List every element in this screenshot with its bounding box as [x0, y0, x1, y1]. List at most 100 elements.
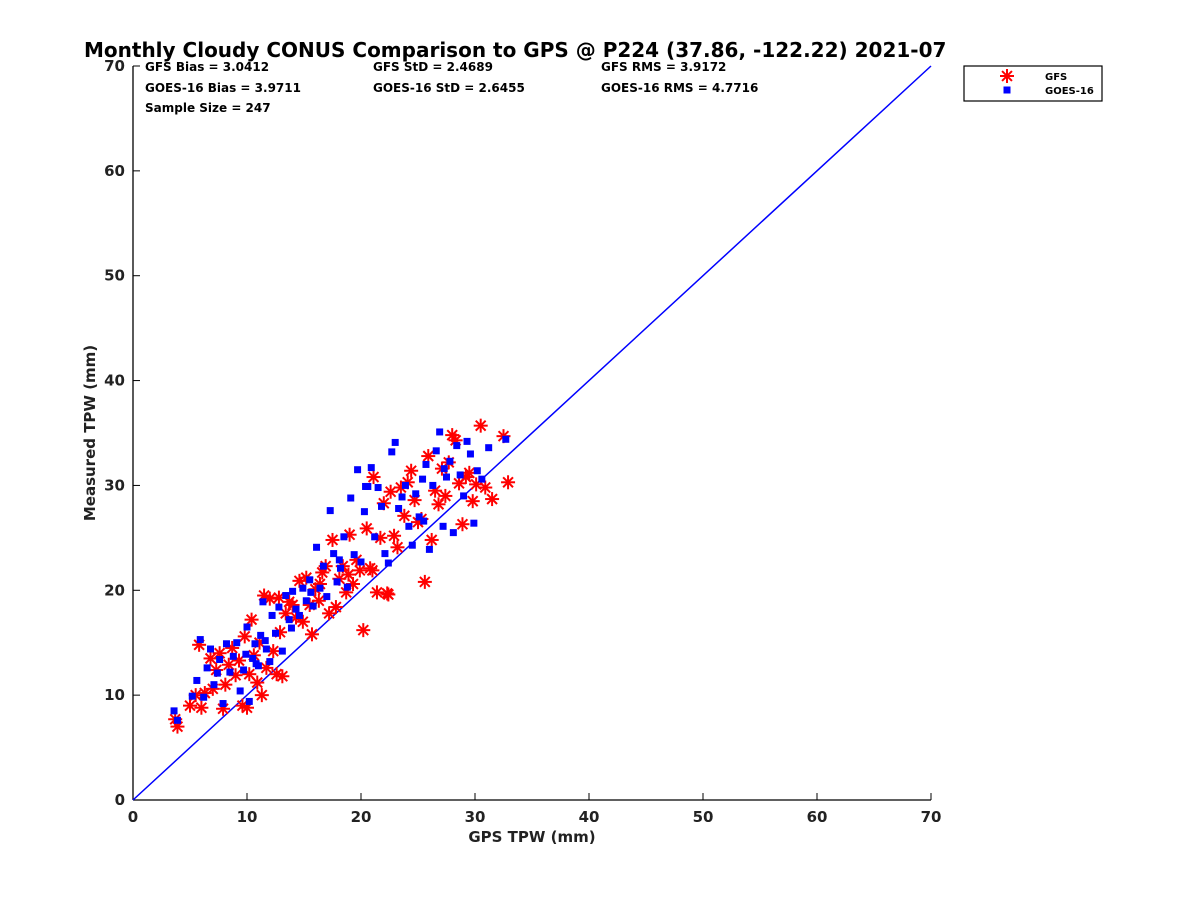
gfs-point — [328, 600, 343, 615]
goes16-point — [466, 450, 474, 458]
goes16-point — [233, 639, 241, 647]
goes16-point — [478, 475, 486, 483]
goes16-point — [213, 669, 221, 677]
legend-box — [963, 65, 1103, 102]
goes16-point — [440, 465, 448, 473]
goes16-point — [330, 550, 338, 558]
goes16-point — [193, 676, 201, 684]
goes16-point — [272, 629, 279, 637]
gfs-point — [275, 669, 290, 684]
goes16-point — [473, 467, 481, 475]
gfs-point — [473, 418, 488, 433]
goes16-point — [401, 481, 409, 489]
y-tick-label: 70 — [104, 57, 125, 75]
goes16-point — [460, 492, 468, 500]
y-axis-label: Measured TPW (mm) — [81, 345, 99, 521]
goes16-point — [287, 624, 295, 632]
goes16-point — [429, 481, 437, 489]
goes16-point — [367, 464, 375, 472]
goes16-point — [323, 593, 331, 601]
gfs-point — [387, 528, 402, 543]
x-axis-label: GPS TPW (mm) — [468, 828, 595, 846]
legend-goes-label: GOES-16 — [1045, 86, 1094, 97]
goes16-point — [415, 513, 423, 521]
goes16-point — [357, 558, 365, 566]
goes16-point — [446, 457, 454, 465]
gfs-point — [390, 540, 405, 555]
gfs-point — [369, 585, 384, 600]
gfs-point — [404, 463, 419, 478]
goes16-point — [336, 564, 344, 572]
goes16-point — [203, 664, 211, 672]
goes16-point — [257, 631, 265, 639]
goes16-point — [485, 444, 493, 452]
goes16-point — [245, 697, 253, 705]
goes16-point — [292, 605, 300, 613]
goes16-point — [268, 611, 276, 619]
legend: GFS GOES-16 — [963, 65, 1103, 102]
goes16-point — [188, 692, 196, 700]
stat-goes-bias: GOES-16 Bias = 3.9711 — [145, 81, 301, 95]
goes16-point — [388, 448, 396, 456]
gfs-point — [352, 563, 367, 578]
gfs-point — [315, 565, 330, 580]
goes16-point — [306, 576, 314, 584]
goes16-point — [350, 551, 358, 559]
gfs-point — [194, 700, 209, 715]
y-tick-label: 20 — [104, 581, 125, 599]
goes16-point — [222, 640, 230, 648]
goes16-point — [316, 584, 324, 592]
goes16-point — [319, 562, 327, 570]
goes16-point — [408, 541, 416, 549]
gfs-point — [501, 475, 516, 490]
y-tick-label: 0 — [115, 791, 125, 809]
stat-goes-rms: GOES-16 RMS = 4.7716 — [601, 81, 758, 95]
gfs-point — [218, 677, 233, 692]
goes16-point — [307, 588, 315, 596]
goes16-point — [259, 598, 267, 606]
goes16-point — [354, 466, 362, 474]
gfs-point — [381, 587, 396, 602]
goes16-point — [249, 654, 257, 662]
goes16-point — [340, 533, 348, 541]
goes16-point — [453, 442, 461, 450]
goes16-point — [262, 645, 270, 653]
goes16-point — [412, 490, 420, 498]
goes16-point — [173, 716, 181, 724]
goes16-point — [443, 473, 450, 481]
gfs-point — [366, 470, 381, 485]
goes16-point — [285, 616, 293, 624]
goes16-point — [278, 647, 286, 655]
gfs-point — [278, 606, 293, 621]
goes16-point — [425, 545, 433, 553]
legend-gfs-label: GFS — [1045, 72, 1067, 83]
gfs-point — [478, 480, 493, 495]
goes16-point — [456, 471, 464, 479]
reference-line — [132, 65, 932, 801]
x-tick-label: 10 — [237, 808, 258, 826]
goes16-point — [240, 666, 248, 674]
goes16-point — [398, 493, 406, 501]
stats-block: GFS Bias = 3.0412 GFS StD = 2.4689 GFS R… — [145, 60, 758, 115]
gfs-point — [304, 627, 319, 642]
goes16-point — [378, 502, 386, 510]
goes16-point — [242, 650, 250, 658]
goes16-point — [219, 700, 227, 708]
gfs-point — [359, 521, 374, 536]
x-tick-label: 0 — [128, 808, 138, 826]
reference-line-group — [132, 65, 932, 801]
goes16-point — [439, 522, 447, 530]
x-tick-label: 50 — [693, 808, 714, 826]
gfs-point — [485, 492, 500, 507]
goes16-point — [210, 681, 218, 689]
gfs-point — [465, 494, 480, 509]
stat-gfs-bias: GFS Bias = 3.0412 — [145, 60, 269, 74]
gfs-point — [325, 532, 340, 547]
goes16-point — [502, 435, 510, 443]
goes16-point — [432, 447, 440, 455]
goes16-point — [343, 583, 351, 591]
legend-goes-marker — [1003, 86, 1011, 94]
gfs-point — [254, 688, 269, 703]
goes16-point — [362, 482, 370, 490]
goes16-point — [420, 517, 428, 525]
